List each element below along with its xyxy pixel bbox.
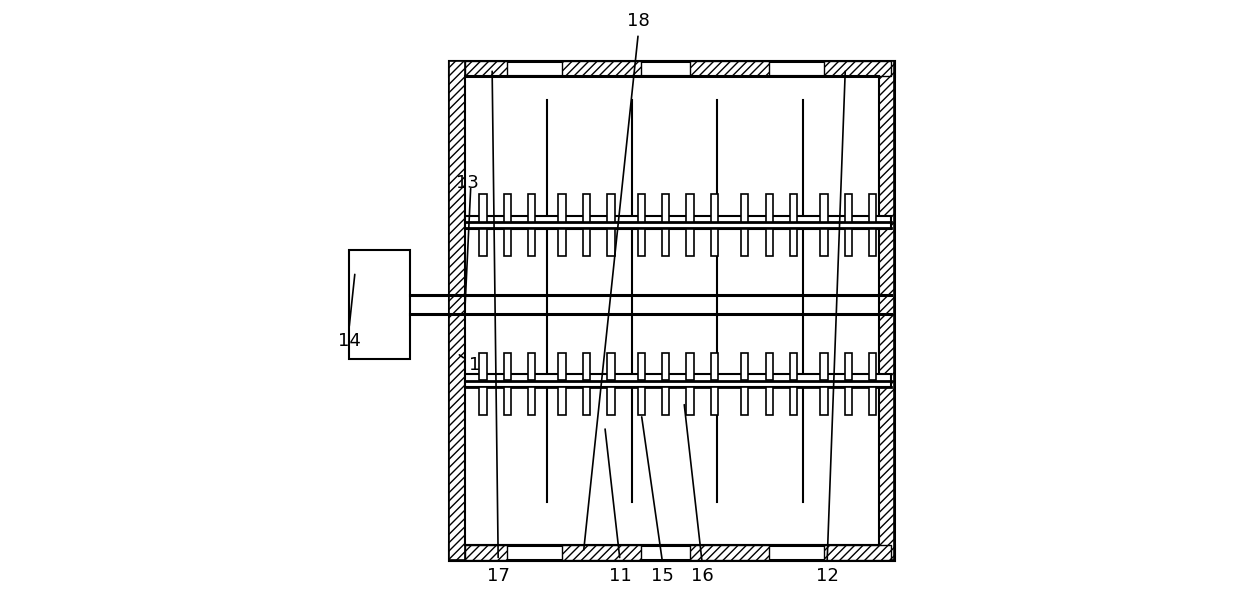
Bar [687, 229, 693, 256]
Bar [608, 353, 615, 380]
Text: 11: 11 [609, 566, 631, 585]
Bar [480, 229, 486, 256]
Bar [637, 387, 645, 415]
Bar [742, 194, 749, 222]
Bar [503, 353, 511, 380]
Bar [503, 229, 511, 256]
Bar [449, 61, 894, 76]
Text: 18: 18 [627, 12, 650, 30]
Bar [825, 545, 892, 560]
Bar [879, 61, 894, 560]
Bar [449, 545, 894, 560]
Bar [844, 229, 852, 256]
Bar [662, 353, 670, 380]
Bar [608, 194, 615, 222]
Bar [465, 216, 892, 229]
Bar [790, 229, 797, 256]
Bar [528, 387, 536, 415]
Bar [869, 194, 877, 222]
Bar [711, 194, 718, 222]
Bar [869, 387, 877, 415]
Bar [637, 229, 645, 256]
Bar [562, 61, 641, 76]
Bar [790, 387, 797, 415]
Bar [465, 76, 879, 545]
Bar [662, 229, 670, 256]
Bar [765, 387, 773, 415]
Bar [821, 353, 827, 380]
Bar [480, 387, 486, 415]
Bar [790, 353, 797, 380]
Text: 1: 1 [459, 355, 480, 375]
Bar [711, 353, 718, 380]
Bar [711, 387, 718, 415]
Bar [844, 353, 852, 380]
Bar [503, 194, 511, 222]
Bar [742, 229, 749, 256]
Bar [687, 387, 693, 415]
Text: 13: 13 [456, 174, 479, 192]
Bar [765, 353, 773, 380]
Bar [348, 250, 410, 359]
Bar [687, 353, 693, 380]
Bar [583, 387, 590, 415]
Bar [821, 194, 827, 222]
Bar [558, 229, 565, 256]
Bar [503, 387, 511, 415]
Bar [558, 353, 565, 380]
Bar [825, 61, 892, 76]
Text: 15: 15 [651, 566, 675, 585]
Bar [711, 229, 718, 256]
Bar [562, 545, 641, 560]
Text: 16: 16 [691, 566, 713, 585]
Bar [742, 353, 749, 380]
Text: 14: 14 [337, 332, 361, 350]
Bar [821, 387, 827, 415]
Bar [449, 61, 465, 560]
Bar [869, 353, 877, 380]
Bar [465, 545, 507, 560]
Bar [689, 61, 769, 76]
Bar [844, 194, 852, 222]
Bar [480, 194, 486, 222]
Bar [528, 229, 536, 256]
Bar [765, 194, 773, 222]
Bar [637, 194, 645, 222]
Bar [465, 61, 507, 76]
Bar [465, 374, 892, 387]
Bar [844, 387, 852, 415]
Bar [742, 387, 749, 415]
Bar [662, 387, 670, 415]
Bar [583, 229, 590, 256]
Bar [558, 194, 565, 222]
Bar [821, 229, 827, 256]
Bar [687, 194, 693, 222]
Bar [637, 353, 645, 380]
Bar [528, 194, 536, 222]
Bar [480, 353, 486, 380]
Text: 12: 12 [816, 566, 838, 585]
Bar [790, 194, 797, 222]
Bar [608, 229, 615, 256]
Bar [869, 229, 877, 256]
Bar [583, 353, 590, 380]
Bar [608, 387, 615, 415]
Bar [689, 545, 769, 560]
Bar [528, 353, 536, 380]
Bar [662, 194, 670, 222]
Bar [765, 229, 773, 256]
Text: 17: 17 [487, 566, 510, 585]
Bar [583, 194, 590, 222]
Bar [449, 61, 894, 560]
Bar [558, 387, 565, 415]
